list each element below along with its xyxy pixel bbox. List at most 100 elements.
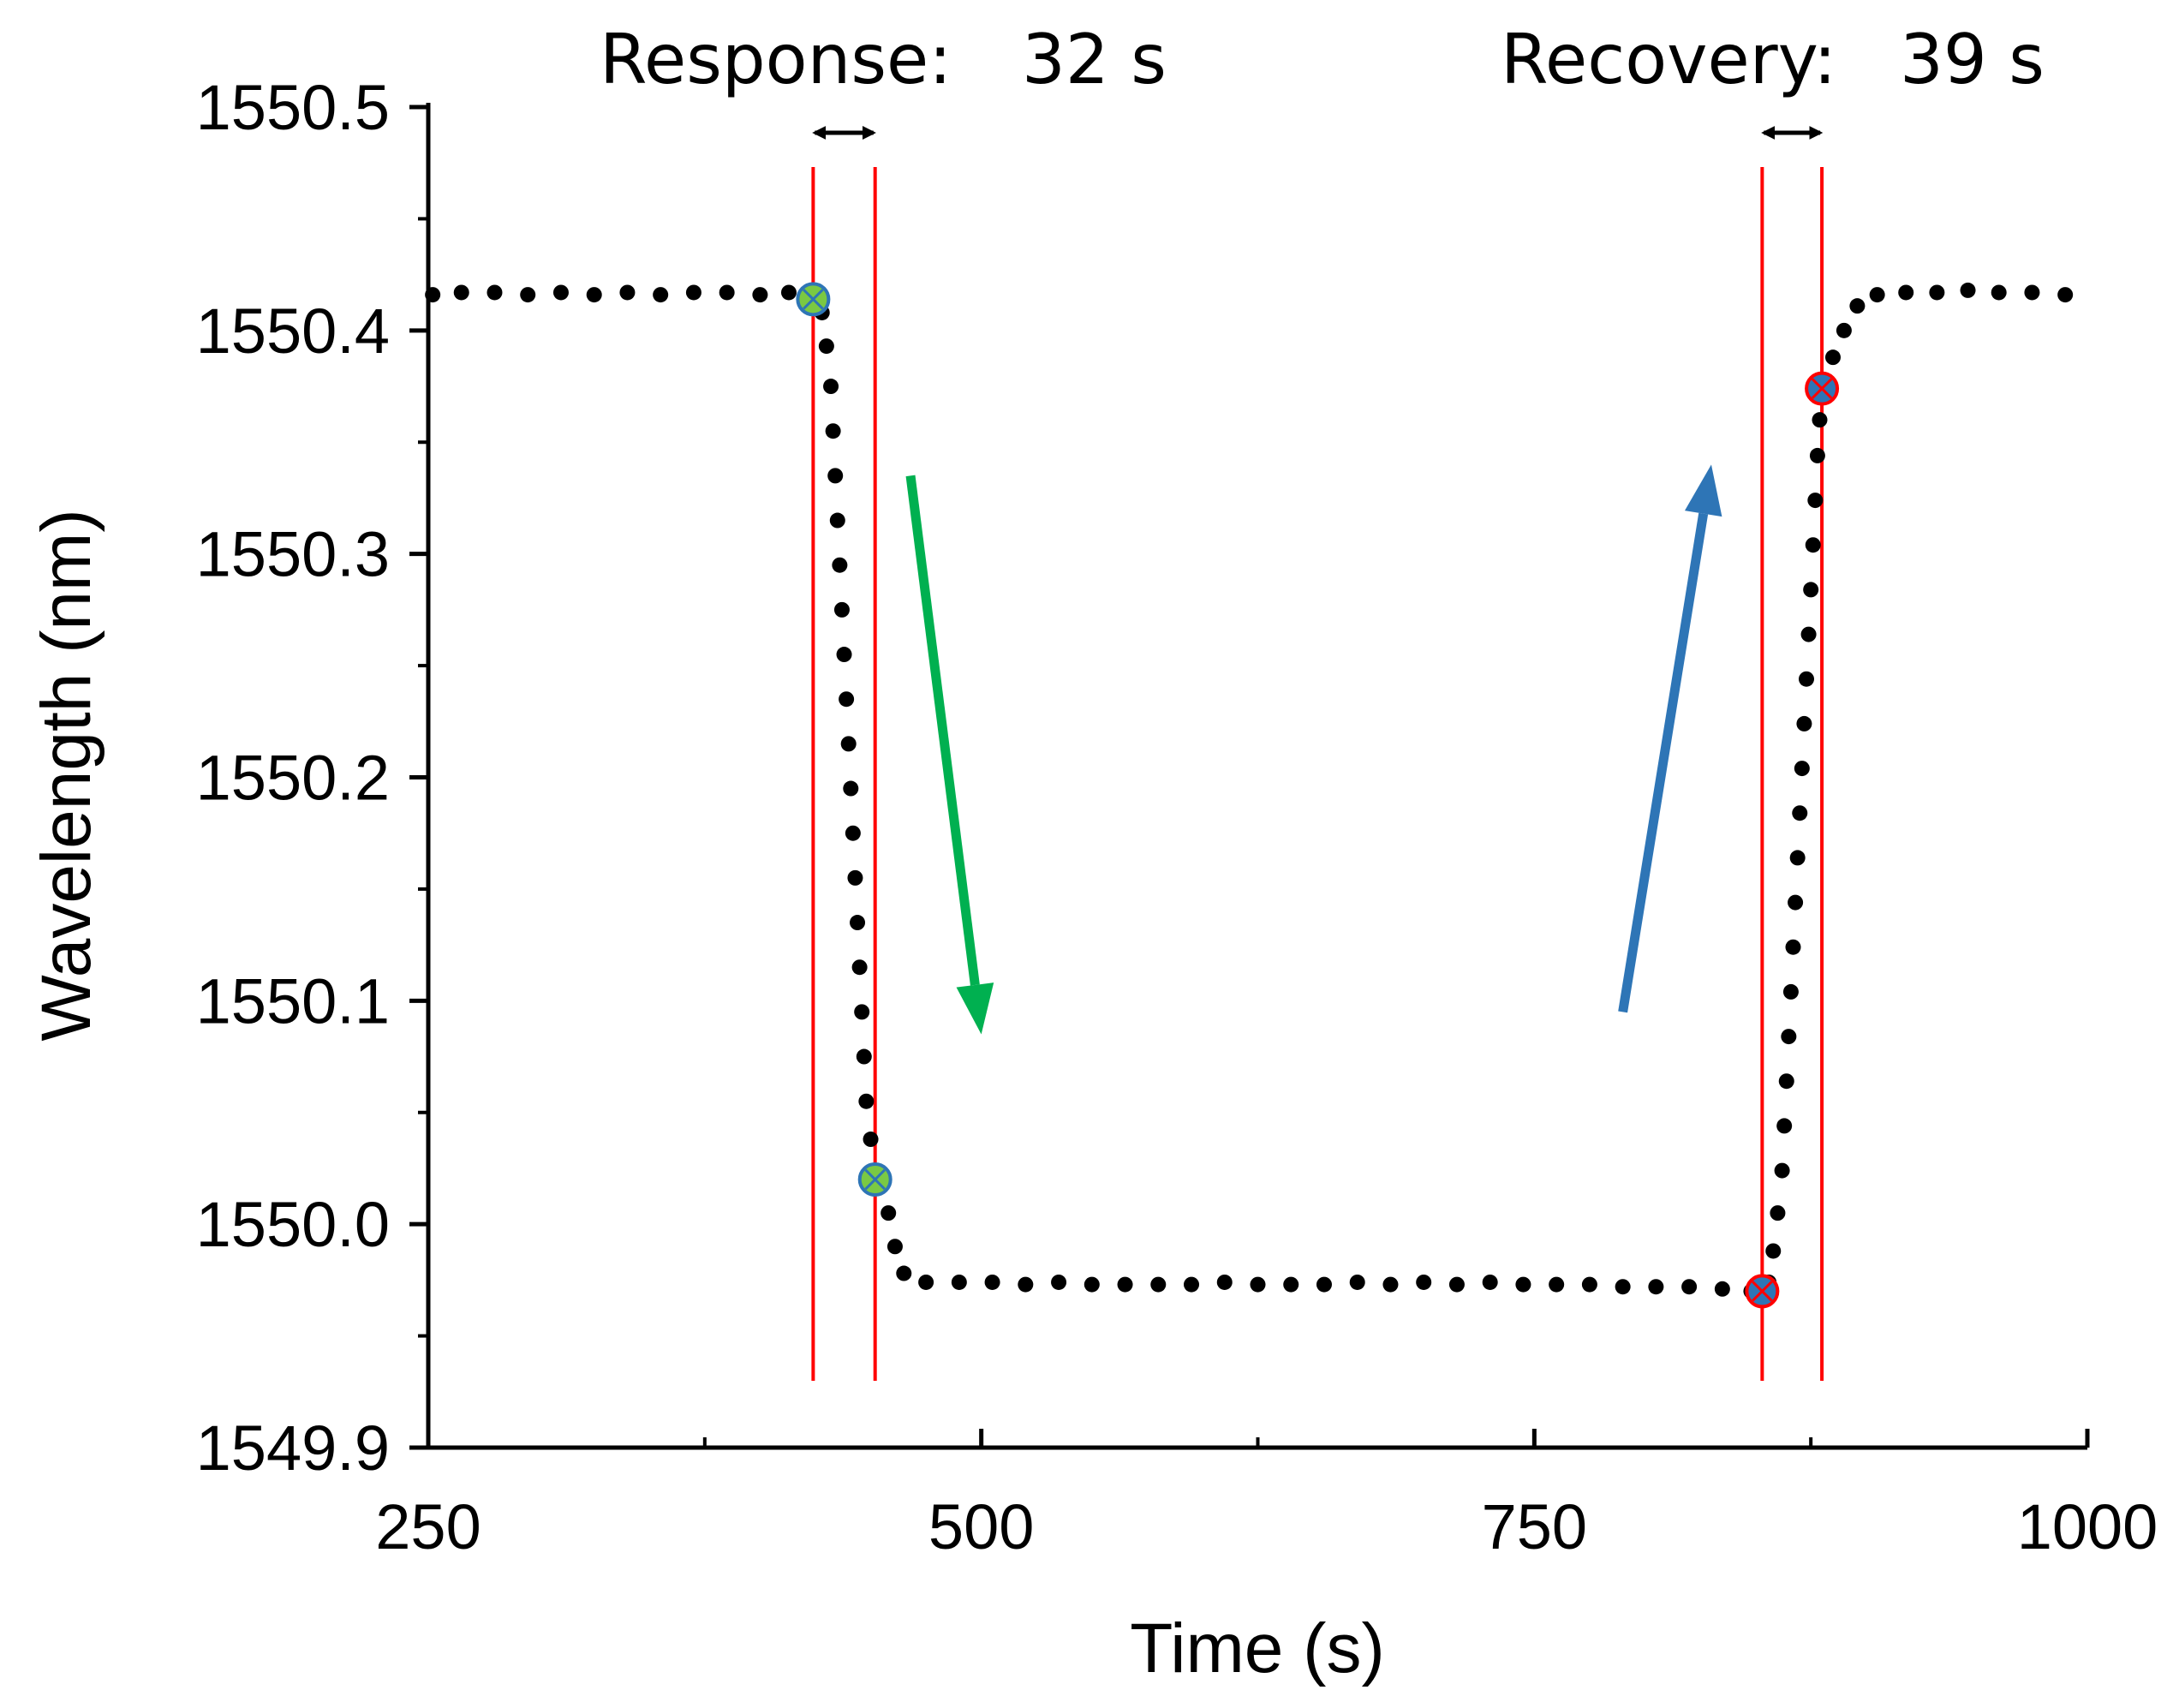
data-point [1482, 1274, 1498, 1290]
x-tick-label: 250 [375, 1491, 481, 1562]
data-point [1776, 1118, 1793, 1134]
highlight-cross [864, 1168, 886, 1191]
data-point [1283, 1276, 1299, 1293]
data-point [653, 287, 669, 303]
data-point [487, 284, 503, 301]
data-point [2057, 287, 2074, 303]
data-point [520, 287, 536, 303]
data-point [1150, 1276, 1167, 1293]
data-point [832, 557, 848, 573]
response-value: 32 s [1022, 20, 1167, 99]
highlight-cross [803, 289, 824, 310]
data-point [1812, 412, 1828, 428]
recovery-label: Recovery: [1501, 20, 1836, 99]
data-point [619, 284, 636, 301]
response-annotation: Response: 32 s [600, 20, 1167, 140]
data-point [552, 284, 569, 301]
data-point [1778, 1073, 1794, 1090]
data-point [453, 284, 469, 301]
data-point [863, 1132, 879, 1148]
data-point [1869, 287, 1885, 303]
highlight-cross [1811, 378, 1833, 399]
data-point [851, 959, 868, 976]
response-label: Response: [600, 20, 952, 99]
data-point [1799, 671, 1815, 687]
data-point [1184, 1276, 1200, 1293]
highlight-marker [1805, 371, 1840, 406]
data-point [840, 736, 857, 752]
data-point [780, 284, 797, 301]
data-point [1789, 850, 1806, 866]
data-point [425, 287, 441, 303]
data-point [839, 691, 855, 708]
y-tick-label: 1550.3 [196, 519, 390, 590]
y-tick-label: 1550.2 [196, 743, 390, 814]
data-point [1714, 1281, 1730, 1297]
data-point [829, 512, 845, 529]
data-point [881, 1205, 897, 1221]
decrease-arrow-shaft [905, 475, 980, 986]
data-point [854, 1004, 870, 1020]
recovery-annotation: Recovery: 39 s [1501, 20, 2045, 140]
highlight-marker [857, 1162, 892, 1197]
data-point [1774, 1162, 1790, 1179]
data-point [1796, 715, 1812, 732]
data-point [2024, 284, 2040, 301]
x-axis-title: Time (s) [1130, 1609, 1385, 1687]
data-point [1316, 1276, 1332, 1293]
data-point [850, 915, 866, 931]
data-point [1898, 284, 1914, 301]
data-point [856, 1048, 872, 1065]
axes: 1549.9 1550.0 1550.1 1550.2 1550.3 1550.4 1550… [196, 72, 2158, 1562]
data-point [951, 1274, 967, 1290]
data-point [823, 379, 839, 395]
x-tick-label: 750 [1482, 1491, 1587, 1562]
data-point [1788, 894, 1804, 911]
data-point [1807, 493, 1824, 509]
data-point [825, 423, 841, 439]
data-point [1824, 349, 1841, 366]
data-point [887, 1239, 903, 1255]
data-point [843, 780, 859, 797]
decrease-arrow-head [956, 982, 994, 1035]
data-point [1515, 1276, 1531, 1293]
data-point [1836, 322, 1852, 338]
data-point [1800, 626, 1817, 642]
y-tick-label: 1550.4 [196, 296, 390, 367]
data-point [984, 1274, 1000, 1290]
data-point [1785, 939, 1801, 955]
highlight-cross [1752, 1281, 1773, 1302]
data-point [1448, 1276, 1465, 1293]
x-tick-label: 500 [928, 1491, 1034, 1562]
data-point [1929, 284, 1945, 301]
data-point [685, 284, 701, 301]
data-point [752, 287, 768, 303]
data-point [1849, 298, 1866, 314]
x-ticks: 250 500 750 1000 [375, 1429, 2158, 1562]
data-point [719, 284, 735, 301]
data-point [1382, 1276, 1399, 1293]
data-point [1084, 1276, 1100, 1293]
red-marker-lines [811, 167, 1824, 1381]
y-tick-label: 1550.5 [196, 72, 390, 143]
data-point [858, 1093, 875, 1109]
data-point [1349, 1274, 1365, 1290]
data-point [1803, 582, 1819, 598]
recovery-value: 39 s [1900, 20, 2045, 99]
data-point [1051, 1274, 1067, 1290]
data-point [845, 825, 861, 841]
increase-arrow-head [1684, 464, 1722, 517]
data-point [847, 869, 863, 886]
data-point [836, 647, 852, 663]
data-point [1549, 1276, 1565, 1293]
data-point [1615, 1279, 1631, 1295]
data-point [1794, 761, 1810, 777]
highlight-marker [796, 282, 831, 317]
data-point [833, 601, 850, 618]
data-point [1782, 983, 1799, 1000]
data-point [1648, 1279, 1664, 1295]
y-tick-label: 1550.1 [196, 965, 390, 1036]
y-tick-label: 1549.9 [196, 1412, 390, 1484]
data-point [1991, 284, 2007, 301]
